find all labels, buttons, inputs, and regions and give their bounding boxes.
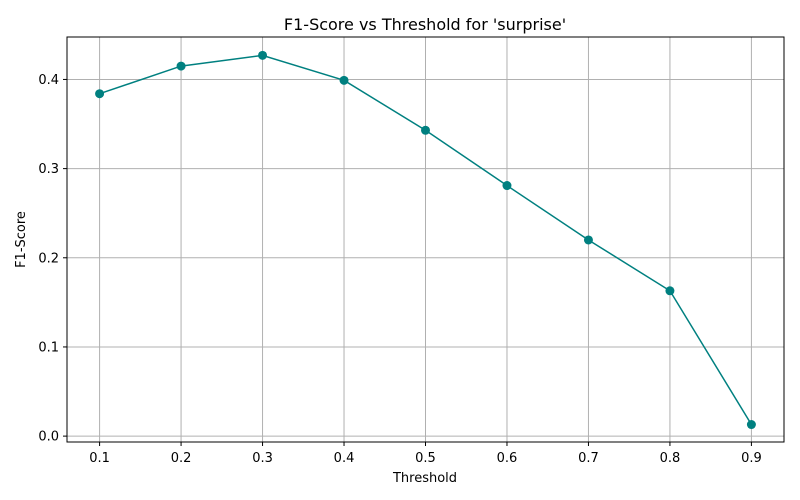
plot-frame (66, 36, 785, 443)
series-layer (95, 50, 756, 430)
y-tick-label: 0.2 (38, 251, 59, 266)
x-tick-label: 0.5 (415, 451, 436, 466)
y-tick-label: 0.0 (38, 430, 59, 445)
data-point-marker (176, 61, 186, 71)
x-tick-label: 0.8 (660, 451, 681, 466)
data-point-marker (502, 181, 512, 191)
data-point-marker (339, 75, 349, 85)
x-tick-label: 0.6 (497, 451, 518, 466)
data-point-marker (583, 235, 593, 245)
chart-title: F1-Score vs Threshold for 'surprise' (284, 15, 566, 34)
data-point-marker (95, 89, 105, 99)
y-axis-label: F1-Score (14, 211, 29, 268)
x-tick-label: 0.2 (171, 451, 192, 466)
data-point-marker (665, 286, 675, 296)
x-tick-label: 0.4 (334, 451, 355, 466)
y-tick-label: 0.4 (38, 73, 59, 88)
grid (67, 37, 784, 442)
data-point-marker (746, 420, 756, 430)
x-axis-label: Threshold (392, 471, 457, 486)
y-tick-label: 0.1 (38, 340, 59, 355)
data-point-marker (421, 125, 430, 135)
x-tick-label: 0.7 (578, 451, 599, 466)
x-tick-label: 0.1 (89, 451, 110, 466)
axis-ticks: 0.1 0.2 0.3 0.4 0.5 0.6 0.7 0.8 0.9 0.0 0.1 0.2 0.3 0… (38, 73, 761, 466)
y-tick-label: 0.3 (38, 162, 59, 177)
data-point-marker (258, 50, 268, 60)
x-tick-label: 0.9 (741, 451, 762, 466)
x-tick-label: 0.3 (252, 451, 273, 466)
